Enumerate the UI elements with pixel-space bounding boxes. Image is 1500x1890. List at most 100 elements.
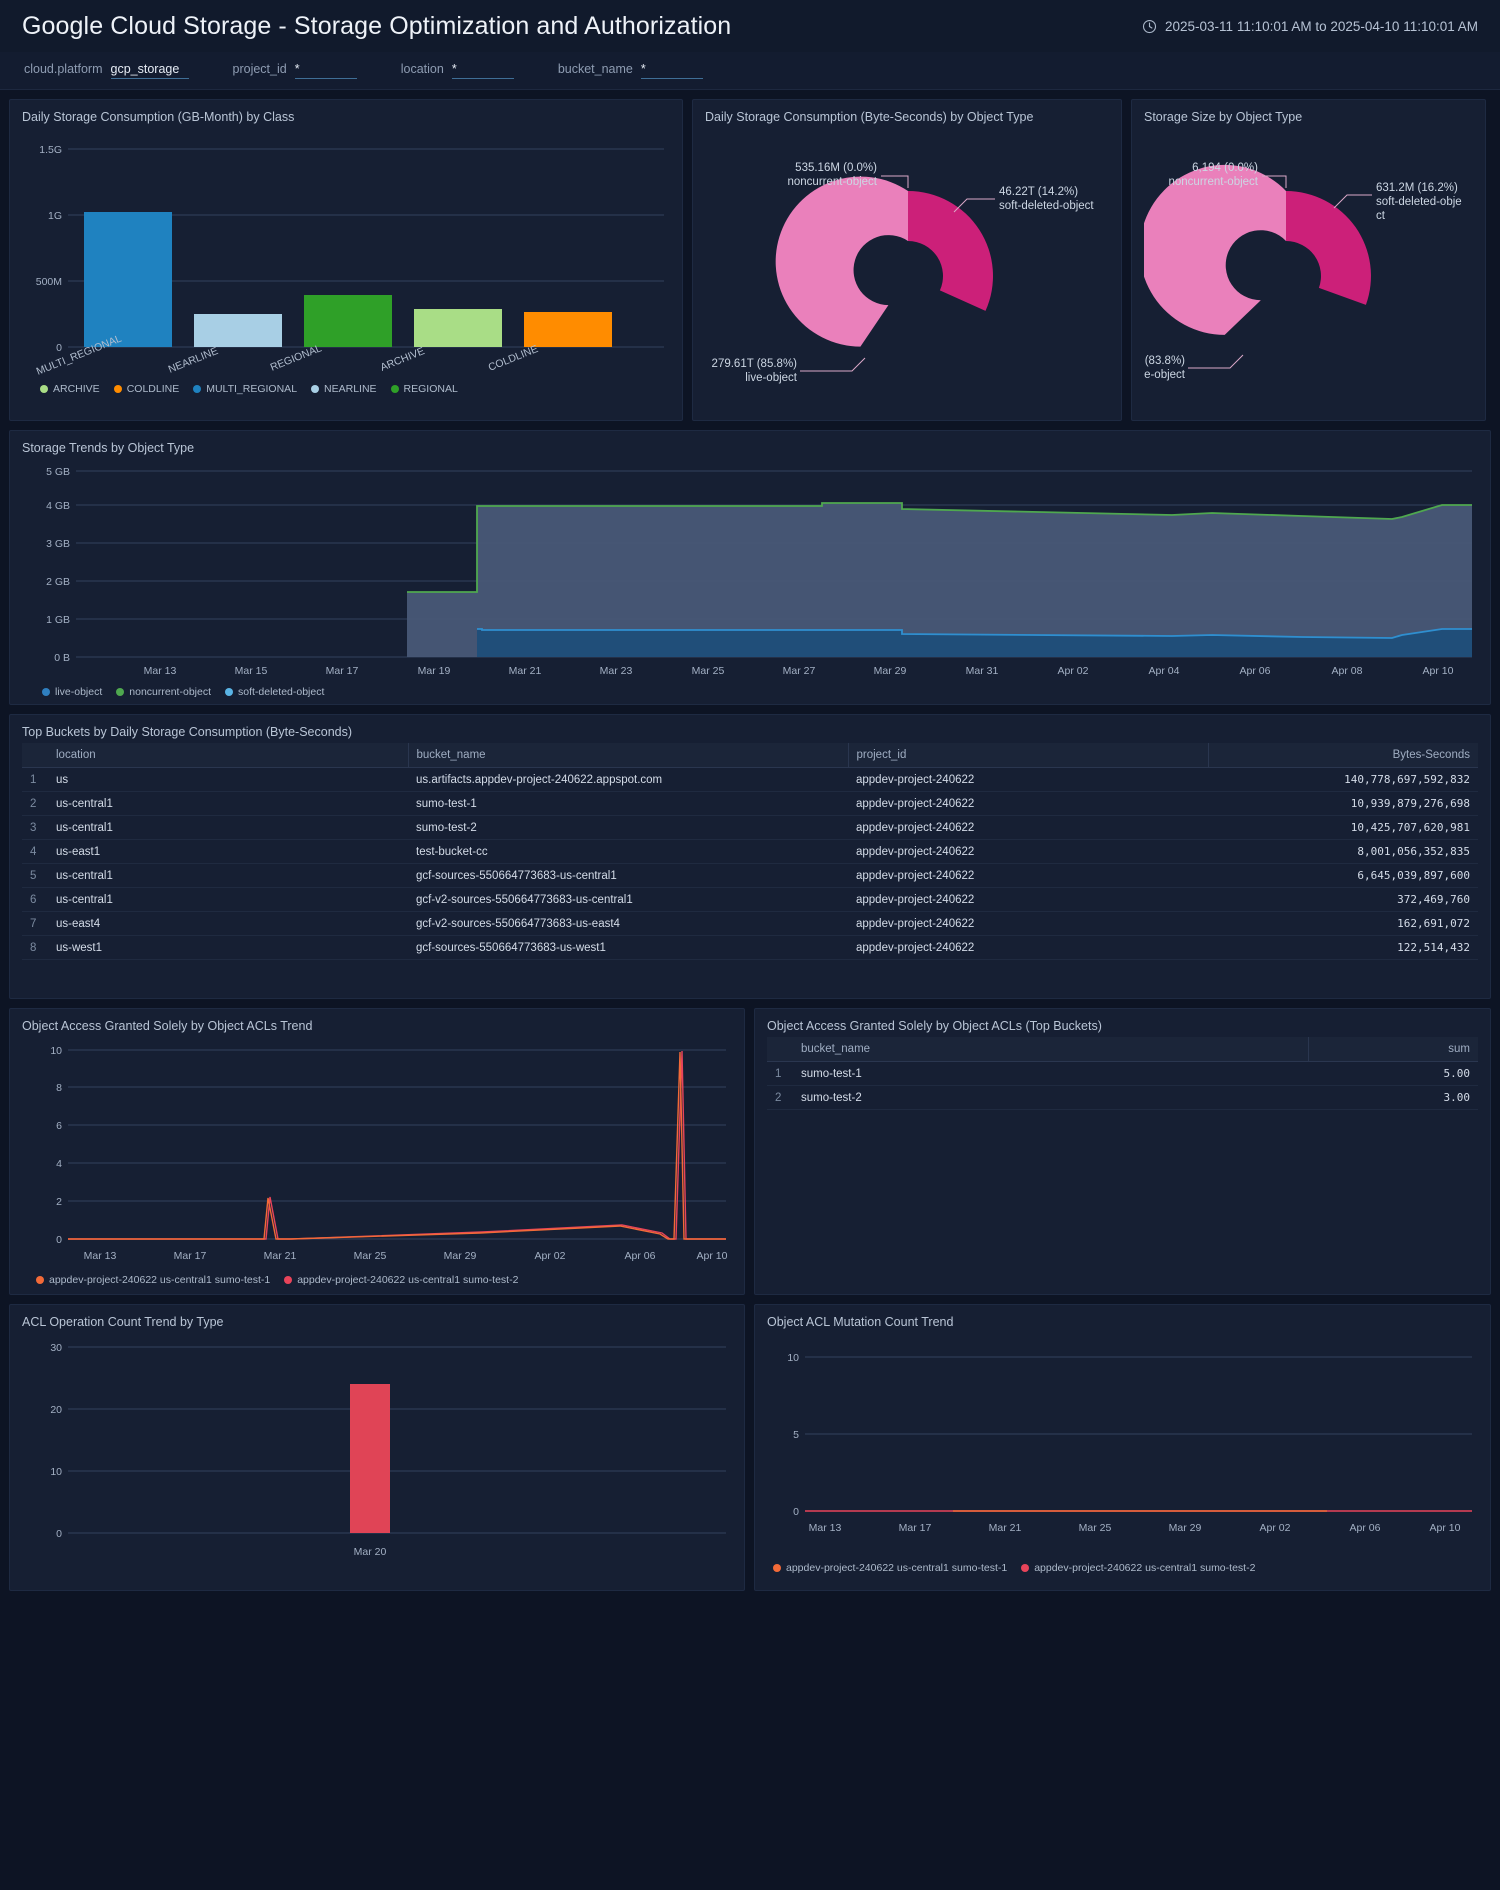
legend-item[interactable]: noncurrent-object: [116, 686, 211, 698]
line-chart-acl-mutation[interactable]: 10 5 0 Mar 13 Mar 17 Mar 21 Mar 25 Mar 29 A…: [767, 1333, 1478, 1561]
donut-label-value: 46.22T (14.2%): [999, 186, 1078, 198]
svg-text:Mar 29: Mar 29: [874, 665, 907, 677]
bar-coldline: [524, 312, 612, 347]
legend-label: appdev-project-240622 us-central1 sumo-t…: [1034, 1562, 1256, 1574]
row-index: 2: [767, 1085, 793, 1110]
donut-chart-daily-storage[interactable]: 535.16M (0.0%) noncurrent-object 279.61T…: [705, 128, 1111, 410]
cell-bucket-name: gcf-v2-sources-550664773683-us-east4: [408, 911, 848, 936]
filter-value-input[interactable]: *: [640, 62, 703, 79]
legend-acl-trend: appdev-project-240622 us-central1 sumo-t…: [22, 1274, 732, 1286]
table-row[interactable]: 7 us-east4 gcf-v2-sources-550664773683-us-…: [22, 911, 1478, 936]
legend-item[interactable]: ARCHIVE: [40, 383, 100, 395]
panel-storage-size-by-object-type: Storage Size by Object Type 6,194 (0.0%)…: [1110, 99, 1486, 421]
legend-label: MULTI_REGIONAL: [206, 383, 298, 395]
legend-item[interactable]: appdev-project-240622 us-central1 sumo-t…: [284, 1274, 518, 1286]
cell-project-id: appdev-project-240622: [848, 863, 1208, 888]
cell-location: us-east4: [48, 911, 408, 936]
svg-text:0: 0: [793, 1506, 799, 1518]
table-acl-top-buckets[interactable]: bucket_name sum 1 sumo-test-1 5.00 2 sumo-t…: [767, 1037, 1478, 1110]
table-row[interactable]: 5 us-central1 gcf-sources-550664773683-us-…: [22, 863, 1478, 888]
filter-label: cloud.platform: [24, 62, 103, 76]
svg-text:0: 0: [56, 342, 62, 354]
legend-item[interactable]: appdev-project-240622 us-central1 sumo-t…: [36, 1274, 270, 1286]
filter-value-input[interactable]: gcp_storage: [110, 62, 189, 79]
cell-bucket-name: sumo-test-2: [408, 815, 848, 840]
svg-text:Mar 19: Mar 19: [418, 665, 451, 677]
xtick-label: COLDLINE: [487, 343, 540, 374]
panel-acl-mutation-count: Object ACL Mutation Count Trend 10 5 0 M…: [754, 1304, 1491, 1591]
cell-location: us-central1: [48, 791, 408, 816]
column-header-project-id[interactable]: project_id: [847, 743, 1208, 768]
table-row[interactable]: 6 us-central1 gcf-v2-sources-550664773683-…: [22, 887, 1478, 912]
cell-sum: 3.00: [1308, 1085, 1478, 1110]
filter-value-input[interactable]: *: [294, 62, 357, 79]
table-row[interactable]: 8 us-west1 gcf-sources-550664773683-us-wes…: [22, 935, 1478, 960]
legend-item[interactable]: soft-deleted-object: [225, 686, 324, 698]
clock-icon: [1142, 19, 1157, 33]
legend-item[interactable]: MULTI_REGIONAL: [193, 383, 297, 395]
svg-text:Apr 06: Apr 06: [1240, 665, 1271, 677]
svg-text:3 GB: 3 GB: [46, 538, 70, 550]
filter-project-id[interactable]: project_id *: [233, 62, 357, 79]
legend-label: NEARLINE: [324, 383, 377, 395]
svg-text:10: 10: [50, 1045, 62, 1057]
donut-slice-live-object: [775, 176, 908, 347]
page-title: Google Cloud Storage - Storage Optimizat…: [22, 11, 732, 40]
column-header-bytes-seconds[interactable]: Bytes-Seconds: [1207, 743, 1478, 768]
table-row[interactable]: 4 us-east1 test-bucket-cc appdev-project-24…: [22, 839, 1478, 864]
filter-label: location: [400, 62, 444, 76]
table-top-buckets[interactable]: location bucket_name project_id Bytes-Se…: [22, 743, 1478, 960]
filter-bucket-name[interactable]: bucket_name *: [558, 62, 703, 79]
svg-text:Mar 13: Mar 13: [809, 1522, 842, 1534]
cell-bucket-name: gcf-sources-550664773683-us-west1: [408, 935, 848, 960]
column-header-bucket-name[interactable]: bucket_name: [793, 1037, 1308, 1062]
svg-text:Mar 13: Mar 13: [144, 665, 177, 677]
xtick-label: ARCHIVE: [379, 345, 427, 374]
donut-label-value: 535.16M (0.0%): [795, 162, 877, 174]
cell-project-id: appdev-project-240622: [848, 767, 1208, 792]
column-header-location[interactable]: location: [48, 743, 408, 768]
cell-project-id: appdev-project-240622: [848, 815, 1208, 840]
filter-location[interactable]: location *: [401, 62, 514, 79]
legend-item[interactable]: appdev-project-240622 us-central1 sumo-t…: [1021, 1562, 1255, 1574]
cell-bytes-seconds: 140,778,697,592,832: [1208, 767, 1478, 792]
table-row[interactable]: 2 sumo-test-2 3.00: [767, 1085, 1478, 1110]
svg-text:8: 8: [56, 1082, 62, 1094]
donut-chart-storage-size[interactable]: 6,194 (0.0%) noncurrent-object 3.27G (83…: [1110, 128, 1475, 410]
panel-acl-trend: Object Access Granted Solely by Object A…: [9, 1008, 745, 1295]
cell-project-id: appdev-project-240622: [848, 791, 1208, 816]
filter-value-input[interactable]: *: [451, 62, 514, 79]
legend-label: ARCHIVE: [53, 383, 100, 395]
legend-item[interactable]: NEARLINE: [311, 383, 377, 395]
time-range-picker[interactable]: 2025-03-11 11:10:01 AM to 2025-04-10 11:…: [1142, 19, 1478, 34]
legend-item[interactable]: appdev-project-240622 us-central1 sumo-t…: [773, 1562, 1007, 1574]
column-header-sum[interactable]: sum: [1307, 1037, 1478, 1062]
legend-label: COLDLINE: [126, 383, 180, 395]
svg-text:Apr 02: Apr 02: [1260, 1522, 1291, 1534]
svg-text:Mar 15: Mar 15: [235, 665, 268, 677]
bar-chart-storage-class[interactable]: 1.5G 1G 500M 0 MULTI_REGIONAL NEARLINE: [22, 128, 670, 380]
table-row[interactable]: 1 us us.artifacts.appdev-project-240622.ap…: [22, 767, 1478, 792]
table-row[interactable]: 1 sumo-test-1 5.00: [767, 1061, 1478, 1086]
table-row[interactable]: 2 us-central1 sumo-test-1 appdev-project-24…: [22, 791, 1478, 816]
row-top-buckets: Top Buckets by Daily Storage Consumption…: [0, 714, 1500, 999]
bar-chart-acl-operation-count[interactable]: 30 20 10 0 Mar 20: [22, 1333, 732, 1581]
filter-cloud-platform[interactable]: cloud.platform gcp_storage: [24, 62, 189, 79]
table-row[interactable]: 3 us-central1 sumo-test-2 appdev-project-24…: [22, 815, 1478, 840]
legend-item[interactable]: REGIONAL: [390, 383, 458, 395]
svg-text:0 B: 0 B: [54, 652, 70, 664]
legend-item[interactable]: COLDLINE: [113, 383, 180, 395]
donut-label-value: 6,194 (0.0%): [1192, 162, 1258, 174]
donut-slice-soft-deleted-object: [908, 191, 993, 311]
line-chart-acl-trend[interactable]: 10 8 6 4 2 0 Mar 13 Mar 17 Mar 21 Mar 25 M: [22, 1037, 732, 1265]
legend-item[interactable]: live-object: [42, 686, 102, 698]
panel-title: Object ACL Mutation Count Trend: [767, 1315, 954, 1329]
cell-bucket-name: sumo-test-1: [793, 1061, 1308, 1086]
area-chart-storage-trends[interactable]: 5 GB 4 GB 3 GB 2 GB 1 GB 0 B: [22, 459, 1478, 677]
svg-text:Apr 10: Apr 10: [697, 1250, 728, 1262]
column-header-bucket-name[interactable]: bucket_name: [407, 743, 848, 768]
row-top: Daily Storage Consumption (GB-Month) by …: [0, 99, 1500, 421]
donut-label-name: live-object: [1144, 369, 1186, 381]
row-index: 2: [22, 791, 48, 816]
legend-swatch-icon: [40, 385, 48, 393]
